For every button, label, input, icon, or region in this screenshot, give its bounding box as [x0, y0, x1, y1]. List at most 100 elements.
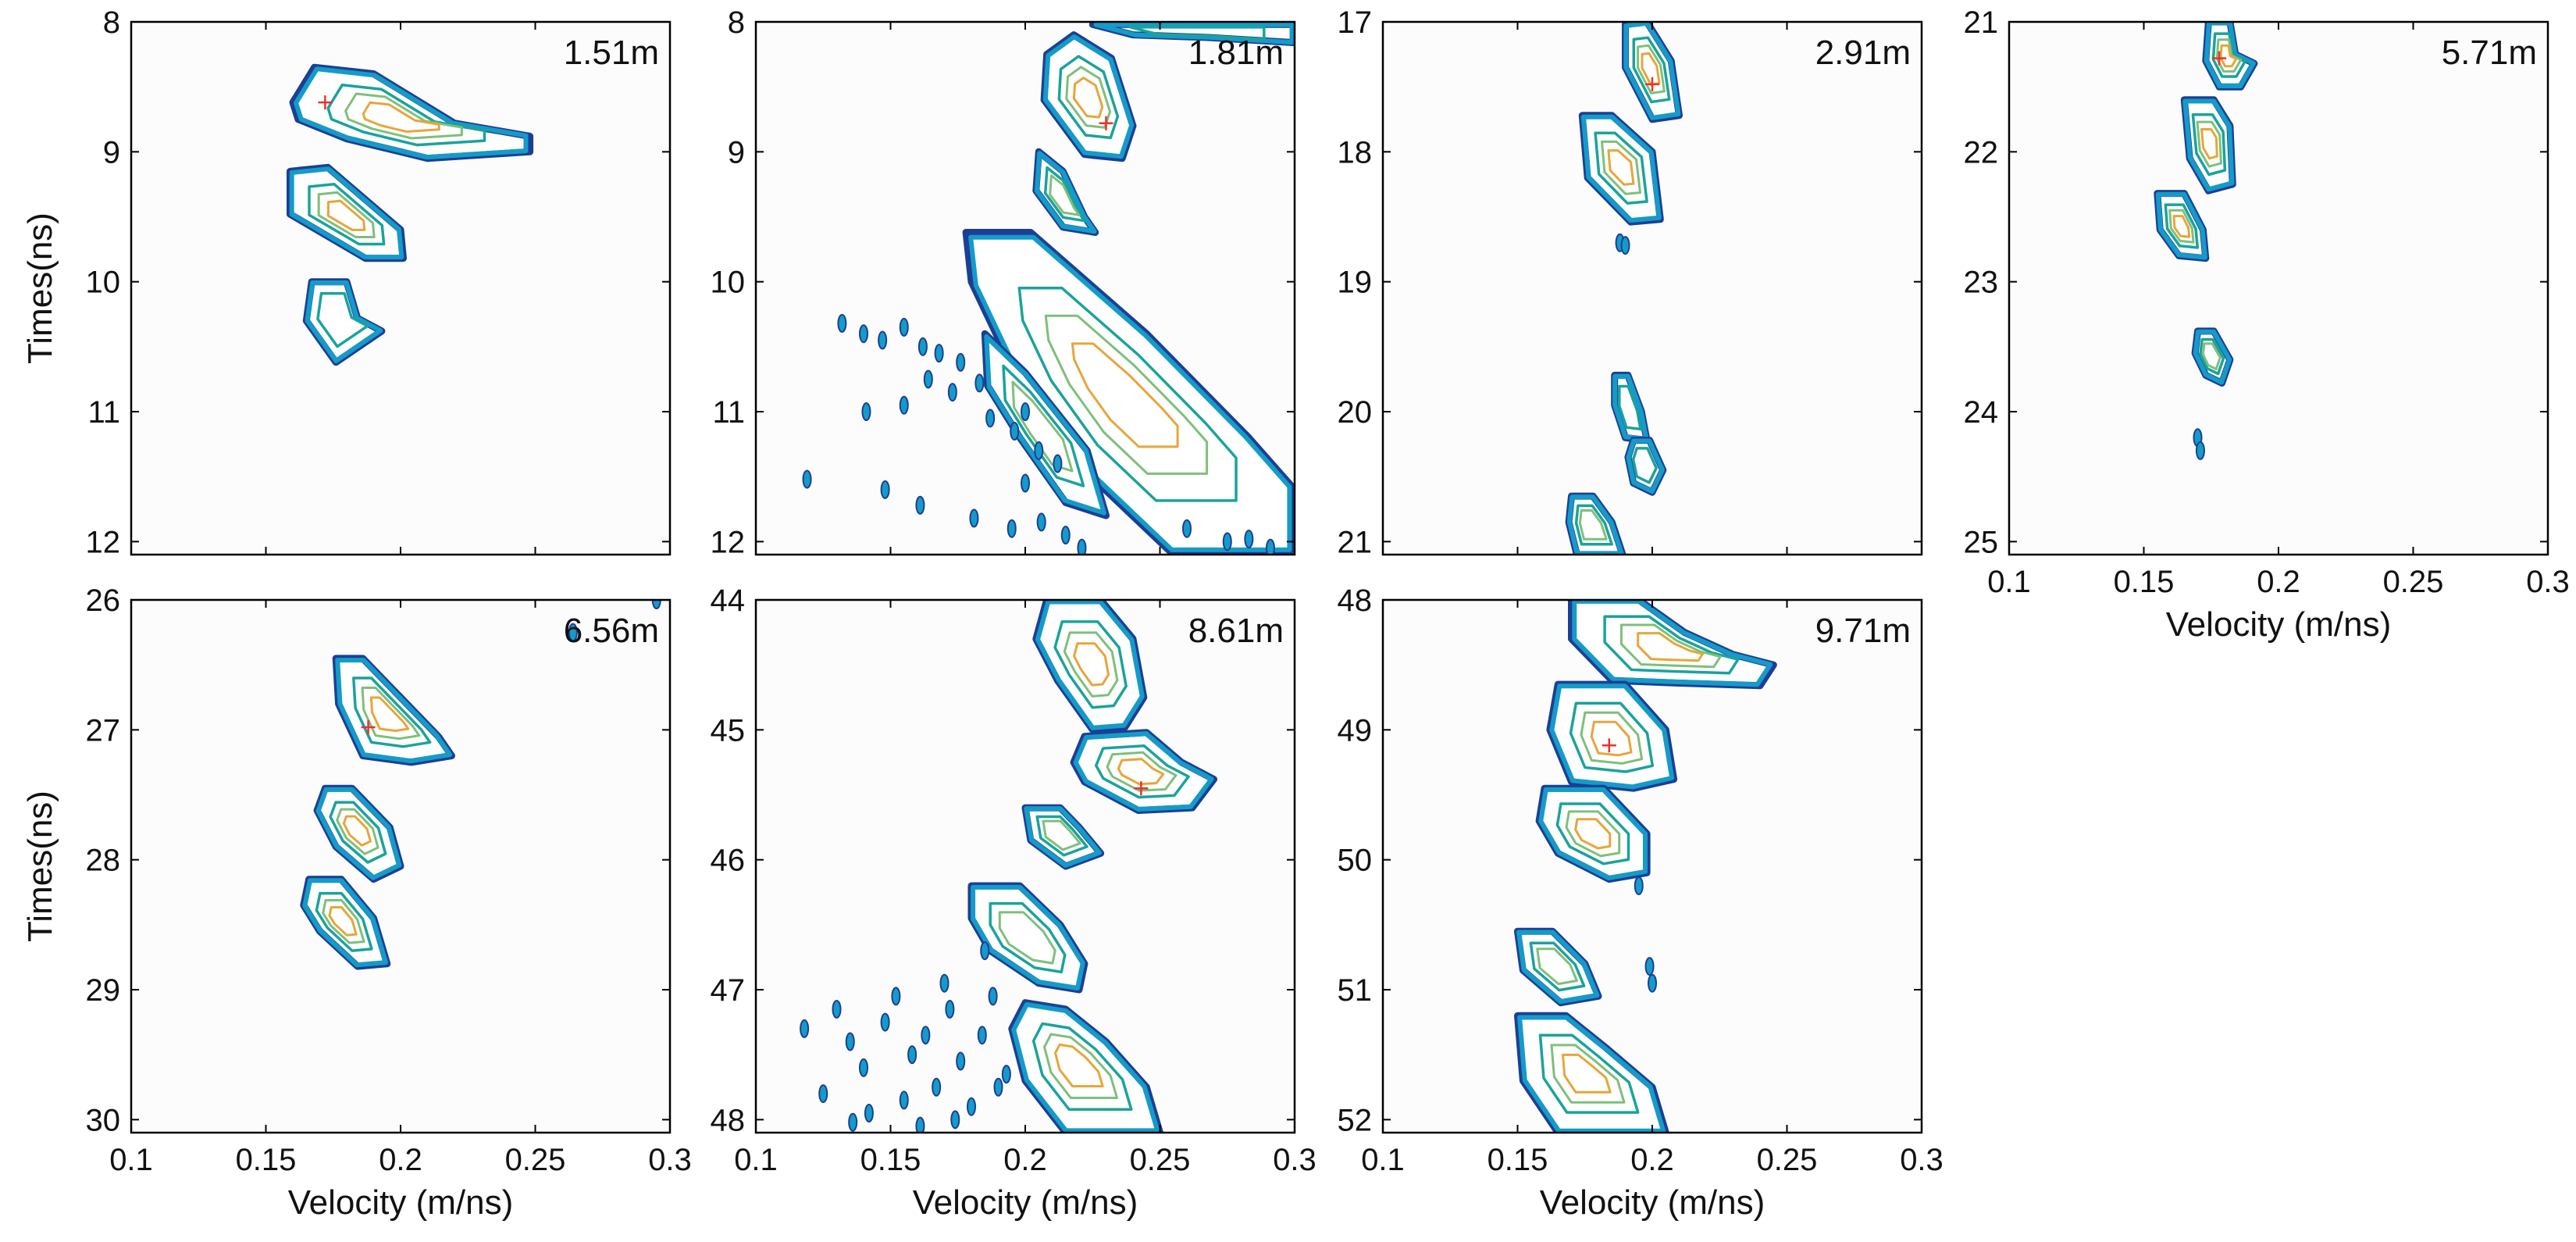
panel-depth-label: 9.71m	[1815, 612, 1911, 650]
contour-level-3	[2201, 342, 2221, 370]
contour-level-1	[1093, 22, 1295, 45]
y-tick-label: 10	[86, 266, 121, 300]
contour-dot	[832, 999, 842, 1019]
y-tick-label: 20	[1338, 395, 1373, 430]
panel-depth-label: 1.81m	[1188, 34, 1284, 72]
contour-dot	[993, 1077, 1003, 1097]
contour-level-3	[1011, 380, 1074, 473]
y-tick-label: 22	[1964, 135, 1999, 170]
contour-level-1	[1011, 1002, 1160, 1133]
contour-region	[289, 63, 534, 162]
contour-level-3	[1550, 1044, 1626, 1104]
x-axis-label: Velocity (m/ns)	[2166, 605, 2392, 644]
y-tick-label: 29	[86, 973, 121, 1008]
contour-level-3	[1042, 819, 1081, 851]
contour-level-1	[1572, 600, 1773, 687]
contour-level-1	[1042, 34, 1135, 159]
y-axis-label: Times(ns)	[21, 791, 59, 942]
contour-level-1	[305, 280, 383, 363]
contour-level-4	[342, 815, 372, 847]
contour-dot	[1244, 530, 1254, 549]
y-tick-label: 24	[1964, 395, 1999, 430]
contour-dot	[1034, 441, 1044, 460]
contour-dot	[1620, 236, 1630, 255]
contour-dot	[1182, 519, 1192, 538]
y-tick-label: 44	[711, 584, 746, 618]
contour-level-3	[1578, 509, 1608, 541]
y-tick-label: 19	[1338, 266, 1373, 300]
x-tick-label: 0.3	[648, 1143, 692, 1177]
contour-level-1	[968, 234, 1292, 552]
x-tick-label: 0.2	[1630, 1143, 1674, 1177]
contour-region	[2180, 96, 2236, 195]
contour-level-1	[335, 658, 453, 764]
contour-dot	[1077, 538, 1087, 555]
contour-dot	[1265, 538, 1275, 555]
panel-1-81m: 8 9 10 11 12 1.81m	[711, 5, 1296, 559]
y-tick-label: 49	[1338, 713, 1373, 748]
panel-5-71m: 21 22 23 24 25 0.1 0.15 0.2 0.25 0.3 Velocity (m/n…	[1964, 5, 2570, 644]
x-tick-label: 0.15	[236, 1143, 297, 1177]
contour-level-1	[1516, 930, 1600, 1005]
contour-dot	[1060, 526, 1071, 545]
contour-level-1	[1034, 151, 1097, 234]
y-tick-label: 30	[86, 1103, 121, 1137]
contour-level-2	[2191, 112, 2227, 177]
panel-depth-label: 2.91m	[1815, 34, 1911, 72]
peak-marker	[2212, 51, 2227, 66]
contour-level-1	[2204, 22, 2256, 88]
contour-dot	[1634, 876, 1644, 895]
peak-marker	[361, 720, 376, 735]
contour-dot	[932, 1077, 942, 1097]
contour-dot	[2195, 441, 2205, 460]
contour-region	[1624, 437, 1667, 496]
plot-area	[2009, 22, 2548, 555]
contour-region	[1070, 729, 1217, 814]
x-tick-label: 0.15	[2114, 565, 2175, 599]
contour-level-4	[326, 199, 366, 231]
contour-level-2	[1129, 26, 1266, 41]
contour-region	[287, 163, 407, 262]
x-tick-label: 0.15	[1488, 1143, 1548, 1177]
panel-depth-label: 6.56m	[564, 612, 659, 650]
contour-dot	[878, 330, 888, 350]
contour-level-1	[1626, 438, 1665, 494]
y-tick-label: 28	[86, 844, 121, 878]
contour-level-2	[316, 291, 369, 348]
y-tick-label: 27	[86, 713, 121, 748]
contour-level-2	[1094, 744, 1190, 799]
contour-level-1	[2155, 191, 2207, 260]
x-tick-label: 0.15	[860, 1143, 921, 1177]
contour-level-3	[361, 687, 421, 741]
x-tick-label: 0.25	[1130, 1143, 1191, 1177]
contour-dot	[950, 1110, 960, 1130]
contour-dot	[923, 369, 933, 389]
contour-level-4	[2172, 215, 2191, 238]
contour-dot	[899, 395, 909, 415]
y-tick-label: 9	[103, 135, 120, 170]
contour-level-1	[1623, 22, 1681, 120]
contour-region	[981, 330, 1110, 519]
peak-marker	[1602, 738, 1616, 753]
y-tick-label: 48	[1338, 584, 1373, 618]
contour-dot	[859, 324, 868, 344]
contour-level-1	[1580, 114, 1662, 223]
contour-region	[1565, 492, 1626, 555]
contour-level-3	[2168, 209, 2195, 244]
x-tick-label: 0.25	[1757, 1143, 1818, 1177]
contour-level-2	[1555, 802, 1630, 865]
contour-level-3	[336, 808, 379, 855]
x-tick-label: 0.1	[109, 1143, 153, 1177]
contour-dot	[1021, 402, 1030, 422]
contour-level-1	[1035, 600, 1145, 730]
contour-region	[1568, 600, 1777, 690]
contour-dot	[985, 409, 996, 428]
panel-2-91m: 17 18 19 20 21 2.91m	[1338, 5, 1923, 559]
contour-dot	[899, 317, 909, 337]
peak-marker	[1645, 77, 1659, 91]
contour-dot	[845, 1032, 855, 1051]
contour-dot	[967, 1097, 976, 1116]
contour-dot	[1648, 973, 1657, 993]
y-tick-label: 11	[712, 395, 745, 430]
y-tick-label: 11	[87, 395, 120, 430]
